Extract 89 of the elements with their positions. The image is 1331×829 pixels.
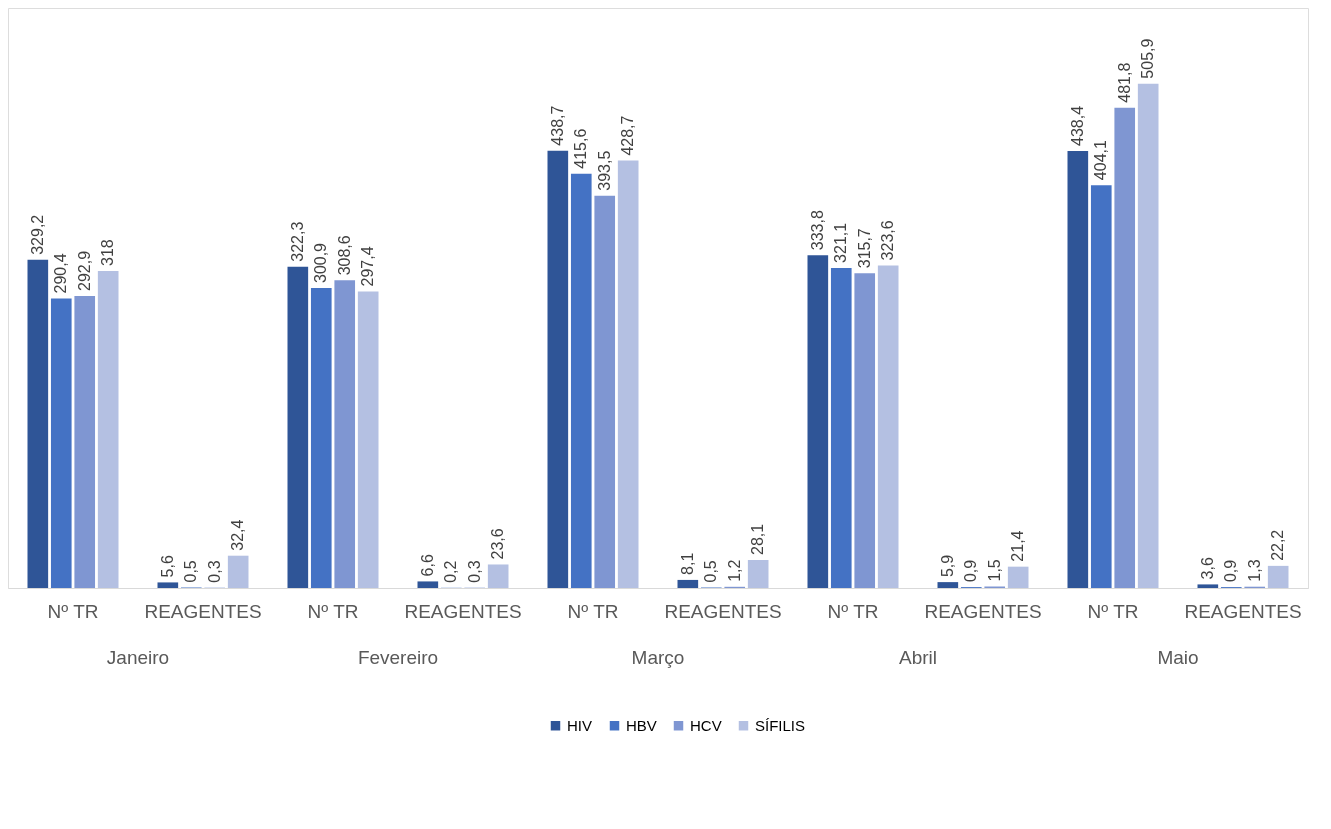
- x-tick-label: Nº TR: [567, 600, 619, 622]
- legend-label: HIV: [567, 716, 593, 734]
- data-label: 5,9: [938, 554, 956, 578]
- data-label: 1,5: [985, 559, 1003, 582]
- bar: [807, 255, 829, 588]
- x-tick-label: REAGENTES: [1184, 600, 1302, 622]
- bar: [1090, 185, 1112, 588]
- data-label: 438,7: [548, 105, 566, 146]
- data-label: 481,8: [1115, 62, 1133, 103]
- bar: [287, 266, 309, 588]
- bar: [1067, 150, 1089, 588]
- bar: [617, 160, 639, 588]
- x-tick-label: REAGENTES: [924, 600, 1042, 622]
- data-label: 0,2: [442, 560, 460, 583]
- bar: [830, 267, 852, 588]
- data-label: 404,1: [1092, 140, 1110, 181]
- data-label: 315,7: [855, 228, 873, 269]
- bar: [547, 150, 569, 588]
- legend-label: HCV: [690, 716, 722, 734]
- text: Março: [631, 647, 685, 668]
- data-label: 300,9: [312, 242, 330, 284]
- data-label: 393,5: [595, 150, 613, 191]
- data-label: 438,4: [1068, 105, 1086, 146]
- text: Maio: [1157, 647, 1199, 668]
- data-label: 28,1: [749, 523, 767, 555]
- data-label: 8,1: [678, 552, 696, 575]
- data-label: 333,8: [808, 210, 826, 251]
- bar: [157, 582, 179, 588]
- data-label: 321,1: [832, 222, 850, 263]
- data-label: 0,9: [962, 559, 980, 583]
- bar: [877, 265, 899, 588]
- data-label: 5,6: [158, 555, 176, 578]
- data-label: 23,6: [489, 528, 507, 560]
- data-label: 0,5: [182, 560, 200, 583]
- text: Abril: [898, 647, 938, 668]
- bar: [1007, 566, 1029, 588]
- bar: [1197, 584, 1219, 588]
- legend-label: HBV: [626, 716, 657, 734]
- data-label: 22,2: [1269, 529, 1287, 561]
- data-label: 1,3: [1245, 559, 1263, 582]
- x-tick-label: Nº TR: [47, 600, 99, 622]
- data-label: 322,3: [288, 221, 306, 262]
- x-tick-label: REAGENTES: [664, 600, 782, 622]
- data-label: 0,3: [205, 560, 223, 583]
- bar: [97, 270, 119, 588]
- bar: [570, 173, 592, 588]
- x-tick-label: REAGENTES: [144, 600, 262, 622]
- x-tick-label: REAGENTES: [404, 600, 522, 622]
- text: Fevereiro: [357, 647, 439, 668]
- data-label: 428,7: [619, 115, 637, 156]
- bar: [357, 291, 379, 588]
- bar: [747, 559, 769, 588]
- bar: [937, 582, 959, 588]
- bar: [227, 555, 249, 588]
- bar: [417, 581, 439, 588]
- data-label: 0,9: [1222, 559, 1240, 583]
- bar: [27, 259, 49, 588]
- data-label: 1,2: [725, 559, 743, 582]
- bar: [310, 288, 332, 588]
- data-label: 290,4: [52, 253, 70, 294]
- bar: [1267, 565, 1289, 588]
- bar: [334, 280, 356, 588]
- x-tick-label: Nº TR: [1087, 600, 1139, 622]
- bar: [854, 273, 876, 588]
- data-label: 21,4: [1009, 530, 1027, 562]
- legend-label: SÍFILIS: [755, 716, 806, 734]
- data-label: 297,4: [359, 246, 377, 287]
- data-label: 308,6: [335, 235, 353, 276]
- bar: [594, 195, 616, 588]
- data-label: 323,6: [879, 220, 897, 261]
- data-label: 505,9: [1139, 38, 1157, 79]
- bar: [677, 579, 699, 588]
- text: Janeiro: [106, 647, 170, 668]
- bar: [1137, 83, 1159, 588]
- data-label: 415,6: [572, 128, 590, 169]
- bar: [1114, 107, 1136, 588]
- bar: [74, 296, 96, 588]
- data-label: 6,6: [418, 554, 436, 577]
- data-label: 0,3: [465, 560, 483, 583]
- data-label: 32,4: [229, 519, 247, 551]
- data-label: 318: [99, 239, 117, 266]
- x-tick-label: Nº TR: [827, 600, 879, 622]
- data-label: 3,6: [1198, 557, 1216, 580]
- data-label: 292,9: [75, 250, 93, 291]
- data-label: 329,2: [28, 214, 46, 255]
- bar: [487, 564, 509, 588]
- x-tick-label: Nº TR: [307, 600, 359, 622]
- data-label: 0,5: [702, 560, 720, 583]
- bar: [50, 298, 72, 588]
